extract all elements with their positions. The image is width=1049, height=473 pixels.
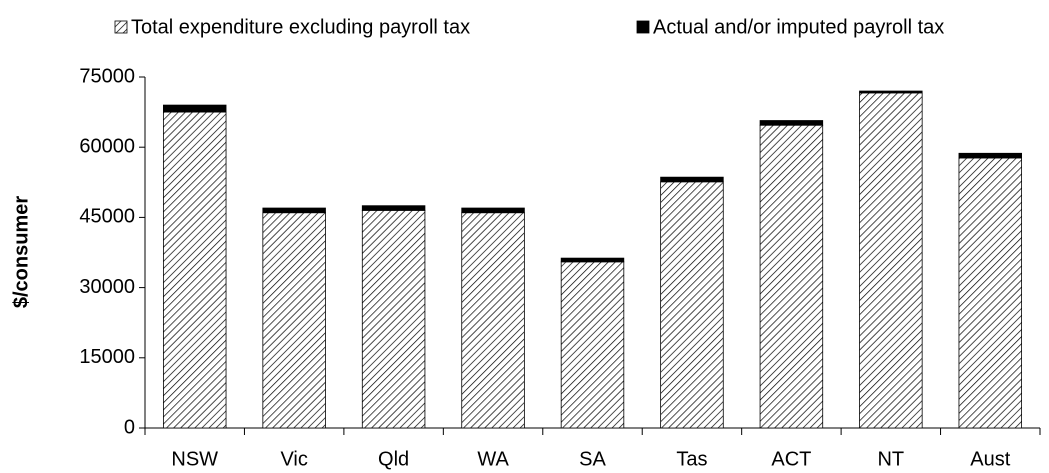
legend-label: Actual and/or imputed payroll tax: [653, 16, 944, 38]
legend-swatch: [636, 20, 650, 34]
bar-segment: [958, 157, 1023, 429]
bar-segment: [162, 111, 227, 429]
x-tick-label: Vic: [280, 448, 307, 470]
x-tick-label: NSW: [171, 448, 218, 470]
x-tick-label: Tas: [676, 448, 707, 470]
bar-segment: [361, 209, 426, 429]
bar-segment: [560, 257, 625, 263]
x-tick-label: Qld: [378, 448, 409, 470]
y-tick-label: 45000: [79, 206, 135, 228]
bar-segment: [262, 207, 326, 214]
y-tick-label: 60000: [79, 135, 135, 157]
x-tick-label: Aust: [970, 448, 1010, 470]
bar-segment: [262, 212, 326, 429]
x-tick-label: SA: [579, 448, 606, 470]
bar-segment: [461, 207, 525, 214]
bar-segment: [660, 176, 724, 183]
legend-label: Total expenditure excluding payroll tax: [131, 16, 470, 38]
bar-segment: [958, 152, 1023, 159]
x-tick-label: WA: [477, 448, 509, 470]
bar-segment: [859, 92, 923, 429]
y-tick-label: 30000: [79, 276, 135, 298]
bar-segment: [461, 212, 525, 429]
bar-segment: [759, 124, 824, 429]
x-tick-label: NT: [877, 448, 904, 470]
x-tick-label: ACT: [771, 448, 811, 470]
y-tick-label: 15000: [79, 346, 135, 368]
legend-swatch: [114, 20, 128, 34]
y-axis-label: $/consumer: [10, 196, 32, 308]
bar-segment: [660, 181, 724, 429]
bar-segment: [759, 120, 824, 126]
bar-segment: [361, 205, 426, 211]
bar-segment: [162, 104, 227, 113]
bar-segment: [560, 261, 625, 429]
bar-segment: [859, 90, 923, 94]
y-tick-label: 0: [124, 416, 135, 438]
y-tick-label: 75000: [79, 65, 135, 87]
